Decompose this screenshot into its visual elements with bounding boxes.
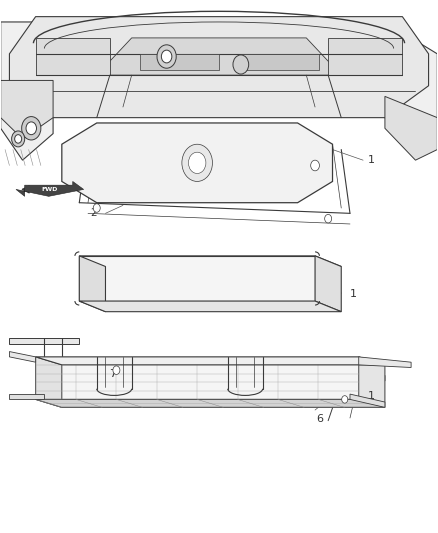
Text: 7: 7 [109, 369, 117, 379]
Polygon shape [35, 357, 385, 365]
Polygon shape [35, 357, 62, 407]
Circle shape [21, 117, 41, 140]
Text: 1: 1 [367, 391, 374, 401]
Circle shape [188, 152, 206, 173]
Polygon shape [35, 357, 359, 399]
Polygon shape [79, 256, 315, 301]
Circle shape [182, 144, 212, 181]
Circle shape [161, 50, 172, 63]
Polygon shape [10, 17, 428, 118]
Polygon shape [385, 22, 437, 150]
Polygon shape [315, 375, 385, 389]
Polygon shape [350, 394, 385, 407]
Circle shape [157, 45, 176, 68]
Text: FWD: FWD [42, 187, 58, 192]
Polygon shape [10, 352, 35, 362]
Polygon shape [35, 399, 385, 407]
Circle shape [26, 122, 36, 135]
Text: 3: 3 [267, 163, 274, 173]
Polygon shape [385, 96, 437, 160]
Polygon shape [141, 54, 219, 70]
Polygon shape [241, 54, 319, 70]
Polygon shape [328, 38, 403, 75]
Circle shape [113, 366, 120, 374]
Polygon shape [79, 301, 341, 312]
Polygon shape [315, 256, 341, 312]
Polygon shape [10, 338, 79, 344]
Polygon shape [1, 22, 53, 160]
Circle shape [325, 214, 332, 223]
Polygon shape [16, 181, 84, 196]
Circle shape [12, 131, 25, 147]
Text: 2: 2 [90, 208, 97, 219]
Text: 1: 1 [367, 155, 374, 165]
Polygon shape [79, 256, 106, 312]
Polygon shape [359, 357, 385, 407]
Polygon shape [35, 38, 110, 75]
Circle shape [93, 204, 100, 212]
Circle shape [311, 160, 319, 171]
Polygon shape [97, 38, 341, 75]
Polygon shape [62, 123, 332, 203]
Circle shape [342, 395, 348, 403]
Text: 1: 1 [350, 289, 357, 299]
Circle shape [233, 55, 249, 74]
Polygon shape [1, 80, 53, 139]
Polygon shape [10, 394, 44, 399]
Polygon shape [359, 357, 411, 368]
Text: 6: 6 [316, 414, 323, 424]
Circle shape [14, 135, 21, 143]
Polygon shape [79, 256, 341, 266]
